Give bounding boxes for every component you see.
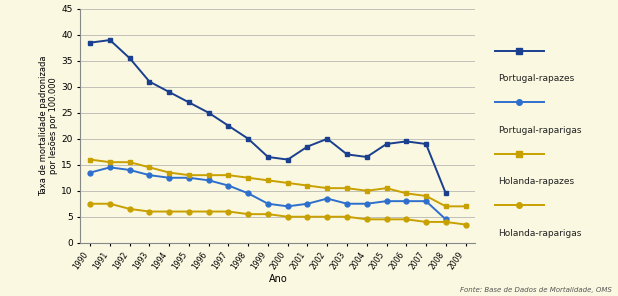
Portugal-rapazes bbox=[363, 155, 370, 159]
Portugal-raparigas bbox=[265, 202, 272, 205]
Holanda-rapazes bbox=[343, 186, 350, 190]
Portugal-raparigas bbox=[126, 168, 133, 172]
Holanda-raparigas bbox=[166, 210, 173, 213]
Portugal-rapazes bbox=[225, 124, 232, 128]
Holanda-rapazes bbox=[422, 194, 430, 198]
Holanda-raparigas bbox=[146, 210, 153, 213]
Holanda-rapazes bbox=[284, 181, 292, 185]
Text: Holanda-raparigas: Holanda-raparigas bbox=[498, 229, 582, 238]
Portugal-raparigas bbox=[166, 176, 173, 180]
Portugal-rapazes bbox=[166, 90, 173, 94]
Holanda-raparigas bbox=[245, 212, 252, 216]
Holanda-rapazes bbox=[324, 186, 331, 190]
Holanda-rapazes bbox=[402, 192, 410, 195]
Holanda-raparigas bbox=[462, 223, 469, 226]
Holanda-raparigas bbox=[363, 218, 370, 221]
Line: Portugal-rapazes: Portugal-rapazes bbox=[88, 38, 448, 196]
Portugal-raparigas bbox=[225, 184, 232, 187]
Line: Portugal-raparigas: Portugal-raparigas bbox=[88, 165, 448, 222]
Portugal-rapazes bbox=[442, 192, 449, 195]
Holanda-rapazes bbox=[185, 173, 193, 177]
Holanda-rapazes bbox=[265, 178, 272, 182]
Holanda-raparigas bbox=[284, 215, 292, 218]
Holanda-raparigas bbox=[185, 210, 193, 213]
Portugal-rapazes bbox=[304, 145, 311, 148]
Portugal-rapazes bbox=[402, 140, 410, 143]
Portugal-raparigas bbox=[402, 200, 410, 203]
Text: Holanda-rapazes: Holanda-rapazes bbox=[498, 177, 574, 186]
Holanda-raparigas bbox=[383, 218, 390, 221]
Portugal-raparigas bbox=[245, 192, 252, 195]
Portugal-rapazes bbox=[205, 111, 213, 115]
Portugal-raparigas bbox=[363, 202, 370, 205]
Holanda-raparigas bbox=[106, 202, 114, 205]
Text: Portugal-raparigas: Portugal-raparigas bbox=[498, 126, 582, 135]
Holanda-rapazes bbox=[442, 205, 449, 208]
Holanda-rapazes bbox=[146, 165, 153, 169]
Portugal-raparigas bbox=[106, 165, 114, 169]
Portugal-rapazes bbox=[324, 137, 331, 141]
Portugal-rapazes bbox=[245, 137, 252, 141]
Portugal-raparigas bbox=[284, 205, 292, 208]
Holanda-raparigas bbox=[324, 215, 331, 218]
Portugal-rapazes bbox=[146, 80, 153, 83]
Holanda-rapazes bbox=[245, 176, 252, 180]
Holanda-rapazes bbox=[363, 189, 370, 192]
Y-axis label: Taxa de mortalidade padronizada
por lesões por 100.000: Taxa de mortalidade padronizada por lesõ… bbox=[39, 56, 59, 196]
Holanda-raparigas bbox=[304, 215, 311, 218]
Portugal-rapazes bbox=[185, 101, 193, 104]
Portugal-raparigas bbox=[205, 178, 213, 182]
Portugal-raparigas bbox=[442, 218, 449, 221]
Portugal-raparigas bbox=[324, 197, 331, 200]
Holanda-raparigas bbox=[442, 220, 449, 224]
Holanda-raparigas bbox=[225, 210, 232, 213]
Portugal-raparigas bbox=[383, 200, 390, 203]
Line: Holanda-raparigas: Holanda-raparigas bbox=[88, 201, 468, 227]
Portugal-rapazes bbox=[383, 142, 390, 146]
Holanda-raparigas bbox=[402, 218, 410, 221]
Portugal-raparigas bbox=[87, 171, 94, 174]
Holanda-rapazes bbox=[166, 171, 173, 174]
Holanda-rapazes bbox=[106, 160, 114, 164]
Portugal-rapazes bbox=[422, 142, 430, 146]
Holanda-rapazes bbox=[225, 173, 232, 177]
Portugal-rapazes bbox=[106, 38, 114, 42]
Holanda-raparigas bbox=[87, 202, 94, 205]
Portugal-raparigas bbox=[146, 173, 153, 177]
Portugal-rapazes bbox=[343, 153, 350, 156]
Portugal-rapazes bbox=[126, 57, 133, 60]
Holanda-raparigas bbox=[343, 215, 350, 218]
Portugal-raparigas bbox=[304, 202, 311, 205]
Text: Portugal-rapazes: Portugal-rapazes bbox=[498, 74, 575, 83]
Holanda-rapazes bbox=[87, 158, 94, 161]
Holanda-rapazes bbox=[383, 186, 390, 190]
Portugal-raparigas bbox=[185, 176, 193, 180]
Text: Fonte: Base de Dados de Mortalidade, OMS: Fonte: Base de Dados de Mortalidade, OMS bbox=[460, 287, 612, 293]
Holanda-rapazes bbox=[205, 173, 213, 177]
Holanda-raparigas bbox=[265, 212, 272, 216]
Line: Holanda-rapazes: Holanda-rapazes bbox=[88, 157, 468, 209]
Holanda-raparigas bbox=[126, 207, 133, 211]
Holanda-rapazes bbox=[304, 184, 311, 187]
Holanda-raparigas bbox=[422, 220, 430, 224]
Portugal-raparigas bbox=[343, 202, 350, 205]
Portugal-rapazes bbox=[284, 158, 292, 161]
Holanda-rapazes bbox=[462, 205, 469, 208]
Holanda-raparigas bbox=[205, 210, 213, 213]
Holanda-rapazes bbox=[126, 160, 133, 164]
Portugal-raparigas bbox=[422, 200, 430, 203]
Portugal-rapazes bbox=[265, 155, 272, 159]
X-axis label: Ano: Ano bbox=[268, 274, 287, 284]
Portugal-rapazes bbox=[87, 41, 94, 44]
